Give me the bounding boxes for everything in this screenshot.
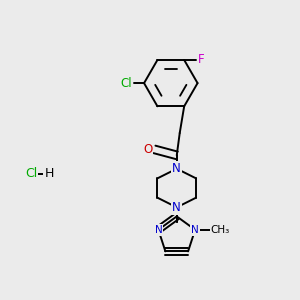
Text: N: N bbox=[172, 201, 181, 214]
Text: CH₃: CH₃ bbox=[211, 225, 230, 235]
Text: N: N bbox=[154, 225, 162, 235]
Text: Cl: Cl bbox=[25, 167, 37, 180]
Text: O: O bbox=[143, 143, 152, 156]
Text: H: H bbox=[44, 167, 54, 180]
Text: N: N bbox=[172, 162, 181, 175]
Text: N: N bbox=[191, 225, 199, 235]
Text: Cl: Cl bbox=[120, 76, 132, 90]
Text: F: F bbox=[198, 53, 205, 67]
